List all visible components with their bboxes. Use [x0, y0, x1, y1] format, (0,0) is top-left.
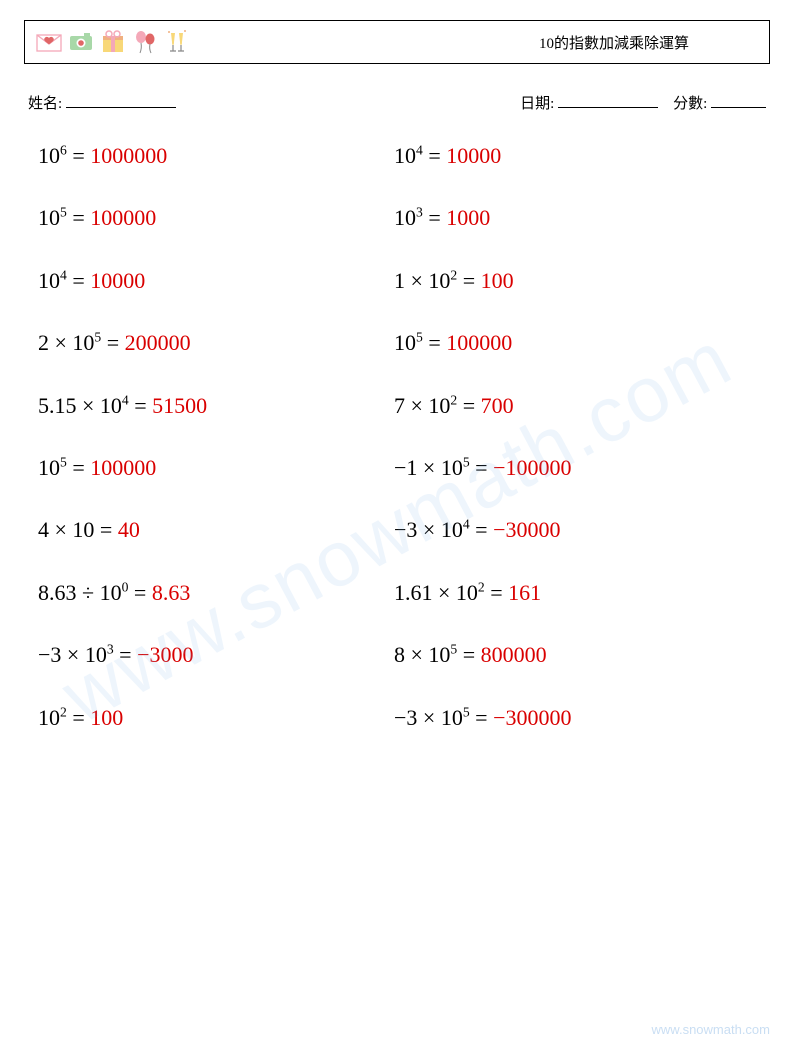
expression: 1.61 × 102 =: [394, 580, 508, 605]
header-decorations: [35, 28, 191, 56]
problem-item: 105 = 100000: [38, 205, 394, 231]
expression: 104 =: [38, 268, 90, 293]
answer: 700: [481, 393, 514, 418]
problem-item: 104 = 10000: [394, 143, 750, 169]
expression: −3 × 103 =: [38, 642, 137, 667]
name-label: 姓名:: [28, 96, 62, 112]
problem-item: 104 = 10000: [38, 268, 394, 294]
problem-item: 7 × 102 = 700: [394, 393, 750, 419]
answer: −300000: [493, 705, 571, 730]
footer-url: www.snowmath.com: [652, 1022, 770, 1037]
expression: 102 =: [38, 705, 90, 730]
info-row: 姓名: 日期: 分數:: [24, 92, 770, 113]
worksheet-page: www.snowmath.com 10的指數加減乘除運算 姓名:: [0, 0, 794, 1053]
problem-item: −3 × 105 = −300000: [394, 705, 750, 731]
answer: 100: [481, 268, 514, 293]
expression: 105 =: [394, 330, 446, 355]
worksheet-title: 10的指數加減乘除運算: [539, 32, 759, 53]
date-label: 日期:: [520, 96, 554, 112]
problem-item: −3 × 103 = −3000: [38, 642, 394, 668]
problem-item: 1 × 102 = 100: [394, 268, 750, 294]
answer: −3000: [137, 642, 193, 667]
score-label: 分數:: [673, 96, 707, 112]
champagne-glasses-icon: [163, 28, 191, 56]
expression: 106 =: [38, 143, 90, 168]
answer: 100000: [90, 455, 156, 480]
expression: 105 =: [38, 455, 90, 480]
expression: 7 × 102 =: [394, 393, 481, 418]
problem-item: 5.15 × 104 = 51500: [38, 393, 394, 419]
answer: 10000: [446, 143, 501, 168]
answer: 161: [508, 580, 541, 605]
balloons-icon: [131, 28, 159, 56]
answer: −100000: [493, 455, 571, 480]
score-blank[interactable]: [711, 93, 766, 108]
expression: −1 × 105 =: [394, 455, 493, 480]
problems-grid: 106 = 1000000104 = 10000105 = 100000103 …: [24, 143, 770, 731]
gift-box-icon: [99, 28, 127, 56]
answer: 800000: [481, 642, 547, 667]
expression: −3 × 105 =: [394, 705, 493, 730]
answer: 100000: [446, 330, 512, 355]
answer: 10000: [90, 268, 145, 293]
answer: 200000: [125, 330, 191, 355]
header-box: 10的指數加減乘除運算: [24, 20, 770, 64]
problem-item: 105 = 100000: [38, 455, 394, 481]
expression: 2 × 105 =: [38, 330, 125, 355]
expression: 105 =: [38, 205, 90, 230]
name-field: 姓名:: [28, 92, 176, 113]
expression: 1 × 102 =: [394, 268, 481, 293]
problem-item: 1.61 × 102 = 161: [394, 580, 750, 606]
answer: 1000000: [90, 143, 167, 168]
envelope-heart-icon: [35, 28, 63, 56]
date-blank[interactable]: [558, 93, 658, 108]
problem-item: 8.63 ÷ 100 = 8.63: [38, 580, 394, 606]
problem-item: 102 = 100: [38, 705, 394, 731]
problem-item: 2 × 105 = 200000: [38, 330, 394, 356]
expression: 5.15 × 104 =: [38, 393, 152, 418]
camera-icon: [67, 28, 95, 56]
answer: 40: [118, 517, 140, 542]
problem-item: 4 × 10 = 40: [38, 517, 394, 543]
problem-item: −1 × 105 = −100000: [394, 455, 750, 481]
answer: 1000: [446, 205, 490, 230]
problem-item: 103 = 1000: [394, 205, 750, 231]
answer: 100: [90, 705, 123, 730]
answer: 51500: [152, 393, 207, 418]
problem-item: 8 × 105 = 800000: [394, 642, 750, 668]
expression: 103 =: [394, 205, 446, 230]
answer: 8.63: [152, 580, 191, 605]
expression: 8 × 105 =: [394, 642, 481, 667]
problem-item: 105 = 100000: [394, 330, 750, 356]
expression: 8.63 ÷ 100 =: [38, 580, 152, 605]
answer: 100000: [90, 205, 156, 230]
expression: 4 × 10 =: [38, 517, 118, 542]
name-blank[interactable]: [66, 93, 176, 108]
problem-item: 106 = 1000000: [38, 143, 394, 169]
expression: 104 =: [394, 143, 446, 168]
expression: −3 × 104 =: [394, 517, 493, 542]
problem-item: −3 × 104 = −30000: [394, 517, 750, 543]
answer: −30000: [493, 517, 560, 542]
